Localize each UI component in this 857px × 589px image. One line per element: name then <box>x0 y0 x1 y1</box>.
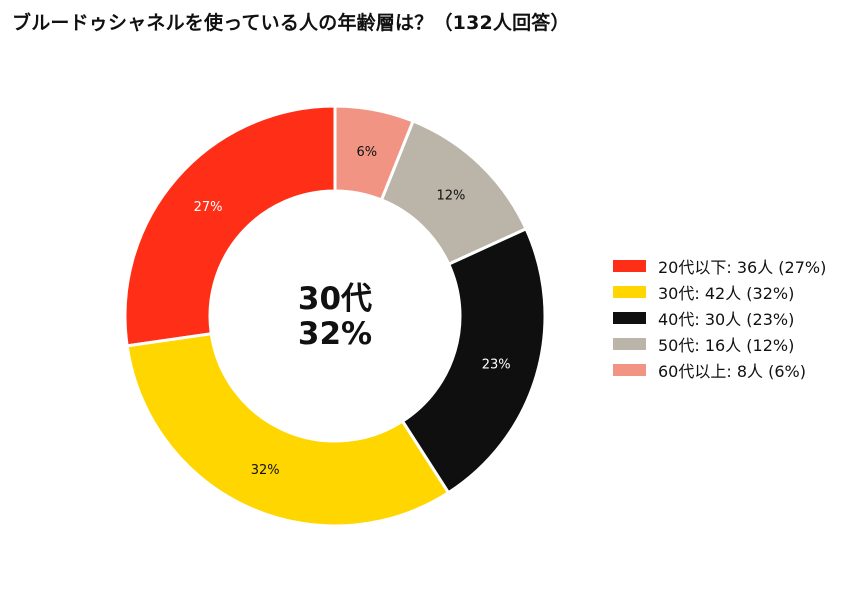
slice-2 <box>125 332 451 528</box>
legend-label: 20代以下: 36人 (27%) <box>658 258 827 277</box>
slice-label-3: 23% <box>482 357 511 372</box>
legend-label: 40代: 30人 (23%) <box>658 310 795 329</box>
legend-item-3: 40代: 30人 (23%) <box>613 305 826 331</box>
legend-label: 50代: 16人 (12%) <box>658 336 795 355</box>
legend-label: 60代以上: 8人 (6%) <box>658 362 806 381</box>
slice-label-5: 6% <box>356 145 377 160</box>
legend: 20代以下: 36人 (27%) 30代: 42人 (32%) 40代: 30人 (… <box>613 253 826 383</box>
legend-item-2: 30代: 42人 (32%) <box>613 279 826 305</box>
legend-label: 30代: 42人 (32%) <box>658 284 795 303</box>
slice-label-2: 32% <box>251 463 280 478</box>
legend-swatch <box>613 260 646 272</box>
legend-swatch <box>613 338 646 350</box>
legend-item-1: 20代以下: 36人 (27%) <box>613 253 826 279</box>
legend-swatch <box>613 286 646 298</box>
slice-label-1: 27% <box>194 200 223 215</box>
slice-3 <box>400 226 547 495</box>
legend-item-4: 50代: 16人 (12%) <box>613 331 826 357</box>
slice-1 <box>123 104 337 348</box>
center-label-line-1: 30代 <box>298 281 372 317</box>
legend-item-5: 60代以上: 8人 (6%) <box>613 357 826 383</box>
chart-title: ブルードゥシャネルを使っている人の年齢層は？（132人回答） <box>12 12 570 34</box>
slice-label-4: 12% <box>436 188 465 203</box>
legend-swatch <box>613 364 646 376</box>
center-label-line-2: 32% <box>298 316 372 352</box>
slice-5 <box>333 104 415 202</box>
legend-swatch <box>613 312 646 324</box>
